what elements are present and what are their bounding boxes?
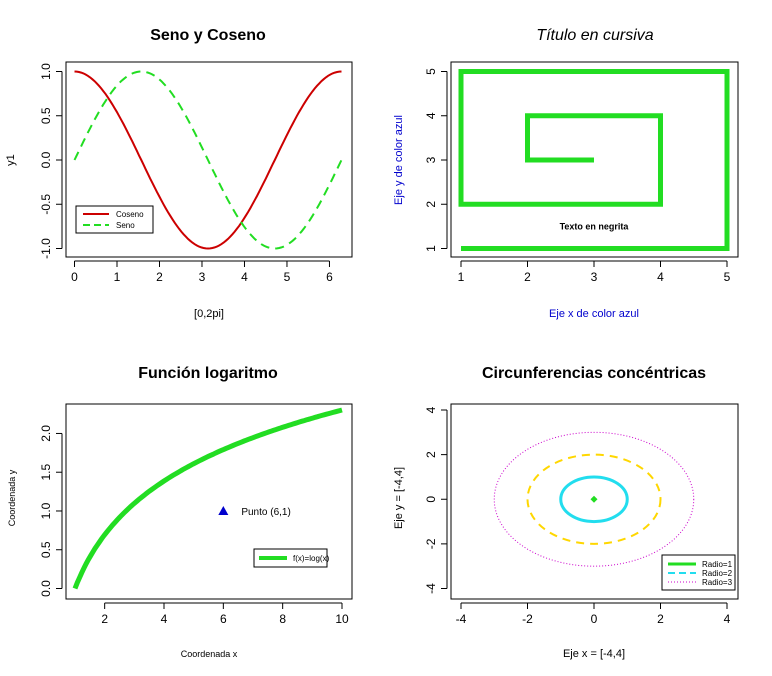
- y-tick-label: -4: [424, 583, 438, 594]
- x-tick-label: 1: [114, 270, 121, 284]
- panel3-title: Función logaritmo: [138, 365, 278, 382]
- panel2-title: Título en cursiva: [536, 27, 653, 44]
- legend-label-coseno: Coseno: [116, 210, 144, 219]
- panel-concentric-circles: Circunferencias concéntricas -4 -2 0 2 4 -4-…: [393, 365, 739, 660]
- y-tick-label: 2: [424, 201, 438, 208]
- panel2-x-axis: 1 2 3 4 5: [458, 260, 731, 284]
- series-line-coseno: [74, 70, 342, 250]
- legend-label-log: f(x)=log(x): [293, 554, 330, 563]
- y-tick-label: 1.5: [39, 464, 53, 481]
- panel3-plot-frame: [65, 403, 353, 600]
- x-tick-label: 2: [156, 270, 163, 284]
- x-tick-label: 6: [326, 270, 333, 284]
- panel1-plot-frame: [65, 61, 353, 258]
- x-tick-label: -2: [522, 612, 533, 626]
- series-line-spiral: [458, 69, 730, 251]
- center-point-marker: [590, 495, 598, 503]
- panel3-x-label: Coordenada x: [181, 649, 238, 659]
- y-tick-label: 0: [424, 496, 438, 503]
- x-tick-label: 1: [458, 270, 465, 284]
- y-tick-label: 2: [424, 451, 438, 458]
- x-tick-label: 4: [724, 612, 731, 626]
- panel4-x-axis: -4 -2 0 2 4: [456, 602, 731, 626]
- x-tick-label: -4: [456, 612, 467, 626]
- panel3-x-axis: 2 4 6 8 10: [101, 602, 349, 626]
- panel1-x-label: [0,2pi]: [194, 308, 224, 320]
- circle-radius-1: [559, 475, 629, 524]
- panel1-legend-box: [75, 205, 154, 234]
- legend-label-radio3: Radio=3: [702, 578, 733, 587]
- panel3-legend: f(x)=log(x): [253, 548, 330, 568]
- panel2-y-label: Eje y de color azul: [393, 115, 405, 205]
- x-tick-label: 10: [335, 612, 349, 626]
- x-tick-label: 2: [524, 270, 531, 284]
- panel2-y-axis: 1 2 3 4 5: [424, 68, 448, 252]
- x-tick-label: 0: [71, 270, 78, 284]
- x-tick-label: 6: [220, 612, 227, 626]
- panel4-legend: Radio=1 Radio=2 Radio=3: [661, 554, 736, 591]
- x-tick-label: 8: [279, 612, 286, 626]
- y-tick-label: -2: [424, 538, 438, 549]
- y-tick-label: 2.0: [39, 425, 53, 442]
- panel-italic-title: Título en cursiva 1 2 3 4 5 1 2 3 4 5 Eje x de c…: [393, 27, 739, 320]
- x-tick-label: 2: [657, 612, 664, 626]
- y-tick-label: 1.0: [39, 502, 53, 519]
- x-tick-label: 4: [161, 612, 168, 626]
- y-tick-label: 1.0: [39, 63, 53, 80]
- y-tick-label: 1: [424, 245, 438, 252]
- point-label: Punto (6,1): [241, 507, 290, 518]
- x-tick-label: 5: [724, 270, 731, 284]
- panel2-annotation: Texto en negrita: [560, 221, 630, 231]
- panel3-y-label: Coordenada y: [7, 469, 17, 526]
- panel2-x-label: Eje x de color azul: [549, 308, 639, 320]
- panel1-y-label: y1: [5, 154, 17, 166]
- y-tick-label: -0.5: [39, 194, 53, 215]
- panel4-title: Circunferencias concéntricas: [482, 365, 706, 382]
- point-marker-6-1: [218, 505, 229, 515]
- panel4-y-axis: -4 -2 0 2 4: [424, 406, 448, 594]
- panel2-plot-frame: [450, 61, 739, 258]
- panel4-plot-frame: [450, 403, 739, 600]
- x-tick-label: 4: [241, 270, 248, 284]
- y-tick-label: 0.5: [39, 107, 53, 124]
- panel1-y-axis: -1.0 -0.5 0.0 0.5 1.0: [39, 63, 63, 259]
- x-tick-label: 2: [101, 612, 108, 626]
- x-tick-label: 3: [199, 270, 206, 284]
- y-tick-label: -1.0: [39, 238, 53, 259]
- panel4-x-label: Eje x = [-4,4]: [563, 648, 625, 660]
- legend-label-radio2: Radio=2: [702, 569, 733, 578]
- panel3-y-axis: 0.0 0.5 1.0 1.5 2.0: [39, 425, 63, 597]
- series-line-seno: [73, 70, 343, 250]
- panel-log-function: Función logaritmo 2 4 6 8 10 0.0 0.5 1.0 1.5 2.0…: [7, 365, 353, 659]
- panel4-y-label: Eje y = [-4,4]: [393, 467, 405, 529]
- y-tick-label: 4: [424, 406, 438, 413]
- panel3-legend-box: [253, 548, 328, 568]
- panel1-title: Seno y Coseno: [150, 27, 266, 44]
- series-line-log: [72, 407, 343, 590]
- y-tick-label: 0.5: [39, 541, 53, 558]
- legend-label-radio1: Radio=1: [702, 560, 733, 569]
- circle-radius-2: [526, 453, 662, 545]
- y-tick-label: 3: [424, 156, 438, 163]
- y-tick-label: 5: [424, 68, 438, 75]
- y-tick-label: 4: [424, 112, 438, 119]
- y-tick-label: 0.0: [39, 151, 53, 168]
- panel1-x-axis: 0 1 2 3 4 5 6: [71, 260, 333, 284]
- x-tick-label: 3: [591, 270, 598, 284]
- x-tick-label: 5: [284, 270, 291, 284]
- y-tick-label: 0.0: [39, 580, 53, 597]
- x-tick-label: 0: [591, 612, 598, 626]
- panel1-legend: Coseno Seno: [75, 205, 154, 234]
- circle-radius-3: [493, 431, 695, 567]
- x-tick-label: 4: [657, 270, 664, 284]
- legend-label-seno: Seno: [116, 221, 135, 230]
